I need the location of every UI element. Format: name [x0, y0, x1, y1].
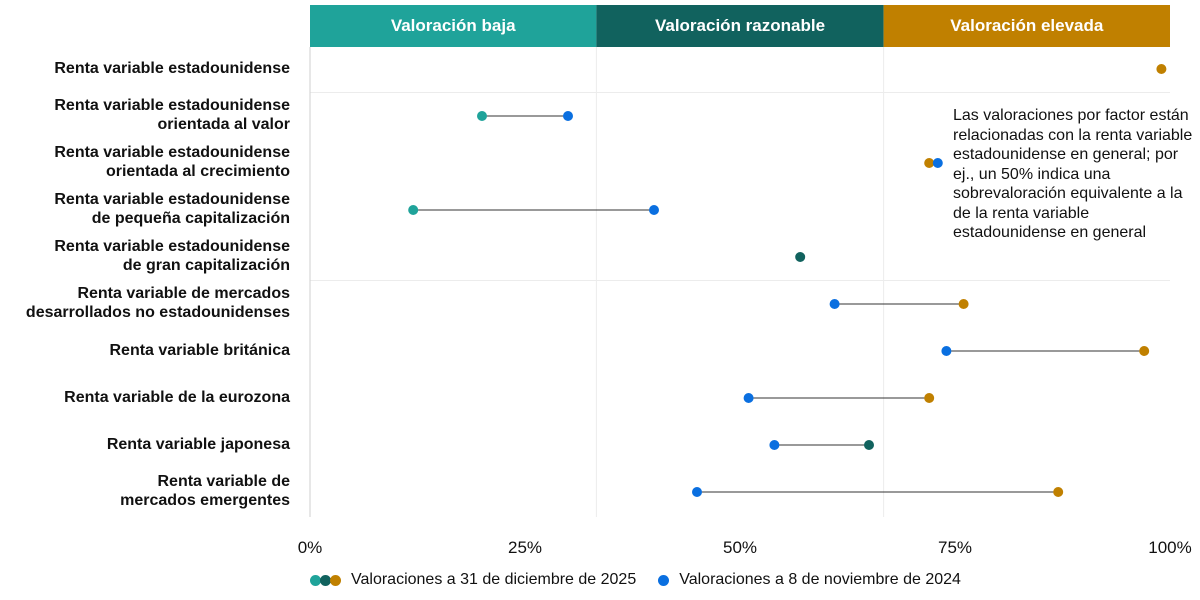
legend-label-2024: Valoraciones a 8 de noviembre de 2024: [679, 571, 961, 588]
category-label-line: Renta variable de: [157, 473, 291, 490]
x-tick-label: 0%: [297, 538, 323, 557]
zone-header-2: [883, 5, 1170, 47]
legend-dot-low: [310, 574, 321, 586]
point-2024: [563, 111, 573, 121]
category-label-line: Renta variable estadounidense: [54, 144, 290, 161]
category-label-line: Renta variable de mercados: [77, 285, 290, 302]
point-2025: [795, 252, 806, 262]
point-2025: [408, 205, 419, 215]
category-label-line: Renta variable estadounidense: [54, 238, 290, 255]
x-tick-label: 75%: [937, 538, 973, 557]
category-label: Renta variable estadounidense de gran cap…: [0, 237, 290, 275]
point-2024: [769, 440, 780, 450]
point-2024: [941, 346, 952, 356]
point-2024: [649, 205, 659, 215]
legend: Valoraciones a 31 de diciembre de 2025 V…: [310, 571, 961, 589]
point-2025: [1139, 346, 1150, 356]
point-2025: [1053, 487, 1064, 497]
annotation-note: Las valoraciones por factor están relaci…: [953, 107, 1193, 241]
category-label-line: Renta variable estadounidense: [54, 97, 290, 114]
category-label: Renta variable británica: [0, 341, 290, 360]
point-2024: [829, 299, 840, 309]
point-2024: [692, 487, 702, 497]
point-2025: [958, 299, 969, 309]
category-label: Renta variable de mercados emergentes: [0, 472, 290, 510]
zone-label-2: Valoración elevada: [950, 16, 1104, 35]
category-label-line: de gran capitalización: [122, 257, 290, 274]
category-label-line: orientada al crecimiento: [105, 163, 290, 180]
category-label-line: Renta variable británica: [109, 341, 290, 359]
point-2025: [1156, 64, 1167, 74]
category-label-line: orientada al valor: [157, 116, 291, 133]
zone-header-1: [596, 5, 884, 47]
category-label-line: mercados emergentes: [120, 492, 290, 509]
category-label: Renta variable estadounidense orientada a…: [0, 96, 290, 134]
category-label-line: de pequeña capitalización: [91, 210, 290, 227]
point-2025: [924, 393, 935, 403]
x-tick-label: 100%: [1148, 538, 1192, 557]
category-label: Renta variable estadounidense: [0, 59, 290, 78]
category-label: Renta variable estadounidense de pequeña …: [0, 190, 290, 228]
category-label: Renta variable estadounidense orientada a…: [0, 143, 290, 181]
point-2025: [864, 440, 874, 450]
point-2024: [743, 393, 754, 403]
category-label: Renta variable de mercados desarrollados …: [0, 284, 290, 322]
point-2024: [932, 158, 943, 168]
point-2025: [924, 158, 935, 168]
category-label: Renta variable japonesa: [0, 435, 290, 454]
category-label-line: Renta variable estadounidense: [54, 59, 290, 77]
category-label: Renta variable de la eurozona: [0, 388, 290, 407]
category-label-line: Renta variable japonesa: [106, 435, 290, 453]
category-label-line: Renta variable estadounidense: [54, 191, 290, 208]
legend-dot-high: [330, 574, 341, 586]
legend-dot-2024: [658, 574, 670, 586]
legend-dot-fair: [320, 574, 331, 586]
zone-label-1: Valoración razonable: [655, 16, 825, 35]
point-2025: [477, 111, 487, 121]
category-label-line: desarrollados no estadounidenses: [25, 304, 290, 321]
category-label-line: Renta variable de la eurozona: [64, 388, 290, 406]
zone-header-0: [310, 5, 597, 47]
zone-label-0: Valoración baja: [391, 16, 516, 35]
x-tick-label: 50%: [722, 538, 758, 557]
legend-label-2025: Valoraciones a 31 de diciembre de 2025: [351, 571, 637, 588]
x-tick-label: 25%: [507, 538, 543, 557]
